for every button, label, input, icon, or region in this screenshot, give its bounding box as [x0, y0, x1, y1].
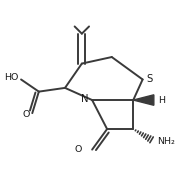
Text: H: H: [158, 96, 165, 105]
Text: O: O: [23, 110, 30, 119]
Text: HO: HO: [4, 73, 18, 82]
Text: NH₂: NH₂: [157, 137, 175, 146]
Text: O: O: [74, 145, 82, 154]
Polygon shape: [133, 95, 154, 105]
Text: S: S: [147, 73, 153, 84]
Text: N: N: [81, 94, 89, 104]
